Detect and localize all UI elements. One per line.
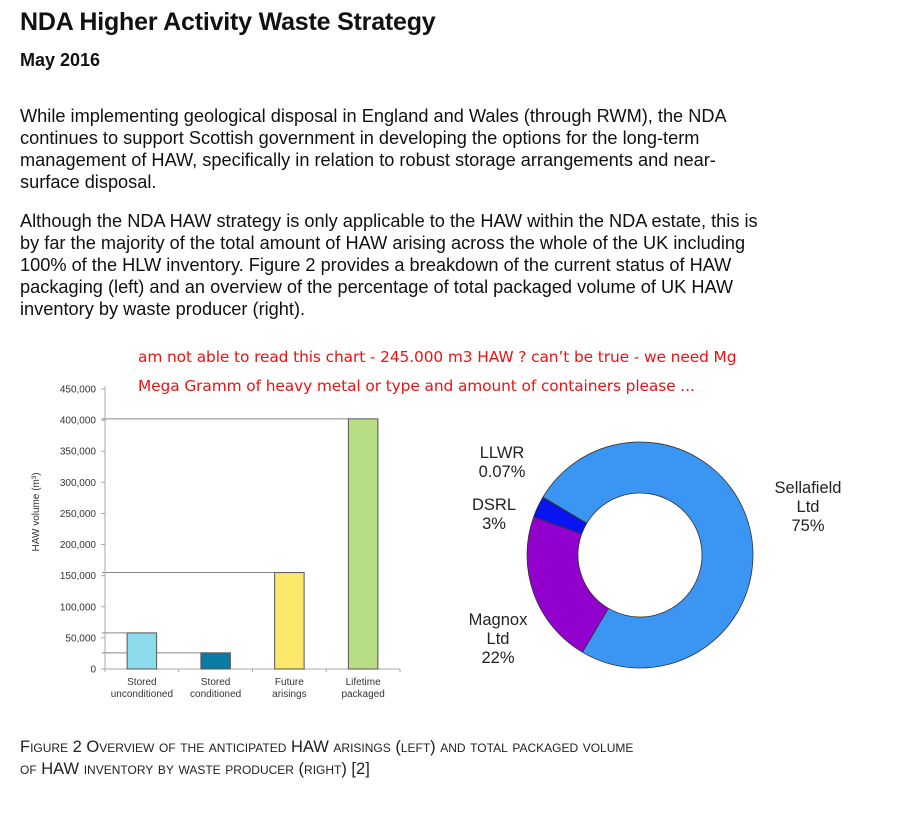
donut-label: 3% bbox=[482, 515, 506, 533]
y-tick-label: 300,000 bbox=[60, 478, 97, 489]
document-title: NDA Higher Activity Waste Strategy bbox=[20, 8, 436, 36]
x-tick-label: Stored bbox=[127, 677, 156, 688]
x-tick-label: conditioned bbox=[190, 689, 241, 700]
annotation-line-2: Mega Gramm of heavy metal or type and am… bbox=[138, 377, 695, 395]
donut-label: LLWR bbox=[480, 444, 525, 462]
bars bbox=[126, 418, 379, 670]
document-date: May 2016 bbox=[20, 50, 101, 70]
paragraph-line: 100% of the HLW inventory. Figure 2 prov… bbox=[20, 255, 732, 275]
bar bbox=[200, 652, 231, 670]
donut-labels: SellafieldLtd75%MagnoxLtd22%DSRL3%LLWR0.… bbox=[469, 444, 842, 667]
donut-label: 0.07% bbox=[479, 463, 526, 481]
y-tick-label: 200,000 bbox=[60, 540, 97, 551]
y-axis-label: HAW volume (m³) bbox=[31, 472, 42, 551]
donut-label: DSRL bbox=[472, 496, 516, 514]
donut-chart: SellafieldLtd75%MagnoxLtd22%DSRL3%LLWR0.… bbox=[469, 441, 842, 669]
y-tick-label: 400,000 bbox=[60, 416, 97, 427]
paragraph-2: Although the NDA HAW strategy is only ap… bbox=[20, 210, 880, 320]
bar bbox=[126, 632, 158, 670]
donut-label: Sellafield bbox=[775, 479, 842, 497]
y-tick-label: 50,000 bbox=[65, 633, 96, 644]
donut-label: 75% bbox=[791, 517, 824, 535]
paragraph-line: Although the NDA HAW strategy is only ap… bbox=[20, 211, 758, 231]
x-tick-label: Lifetime bbox=[346, 677, 381, 688]
paragraph-line: packaging (left) and an overview of the … bbox=[20, 277, 734, 297]
donut-label: Ltd bbox=[487, 630, 510, 648]
y-tick-label: 350,000 bbox=[60, 447, 97, 458]
x-tick-label: unconditioned bbox=[111, 689, 173, 700]
paragraph-line: by far the majority of the total amount … bbox=[20, 233, 746, 253]
y-tick-label: 100,000 bbox=[60, 602, 97, 613]
y-tick-labels: 0 50,000 100,000 150,000 200,000 250,000 300,0… bbox=[60, 385, 97, 676]
paragraph-line: continues to support Scottish government… bbox=[20, 128, 700, 148]
figure-caption-line-2: of HAW inventory by waste producer (righ… bbox=[20, 760, 370, 778]
x-tick-label: packaged bbox=[341, 689, 384, 700]
x-tick-label: Stored bbox=[201, 677, 230, 688]
paragraph-1: While implementing geological disposal i… bbox=[20, 105, 880, 193]
y-tick-label: 150,000 bbox=[60, 571, 97, 582]
paragraph-line: inventory by waste producer (right). bbox=[20, 299, 306, 319]
paragraph-line: surface disposal. bbox=[20, 172, 157, 192]
paragraph-line: While implementing geological disposal i… bbox=[20, 106, 727, 126]
donut-label: Magnox bbox=[469, 611, 528, 629]
y-tick-label: 450,000 bbox=[60, 385, 97, 396]
donut-label: Ltd bbox=[797, 498, 820, 516]
y-tick-label: 250,000 bbox=[60, 509, 97, 520]
donut-label: 22% bbox=[481, 649, 514, 667]
bar-chart: 0 50,000 100,000 150,000 200,000 250,000 300,0… bbox=[31, 385, 401, 700]
donut-slices bbox=[526, 441, 754, 669]
bar bbox=[347, 418, 379, 670]
paragraph-line: management of HAW, specifically in relat… bbox=[20, 150, 716, 170]
x-tick-label: Future bbox=[275, 677, 304, 688]
donut-slice bbox=[542, 441, 754, 669]
reference-lines bbox=[102, 418, 349, 654]
donut-slice bbox=[533, 496, 588, 535]
x-tick-labels: StoredunconditionedStoredconditionedFutu… bbox=[111, 677, 385, 700]
x-tick-label: arisings bbox=[272, 689, 306, 700]
annotation-line-1: am not able to read this chart - 245.000… bbox=[138, 348, 737, 366]
y-tick-label: 0 bbox=[90, 665, 96, 676]
figure-caption-line-1: Figure 2 Overview of the anticipated HAW… bbox=[20, 738, 634, 756]
bar bbox=[274, 572, 305, 670]
